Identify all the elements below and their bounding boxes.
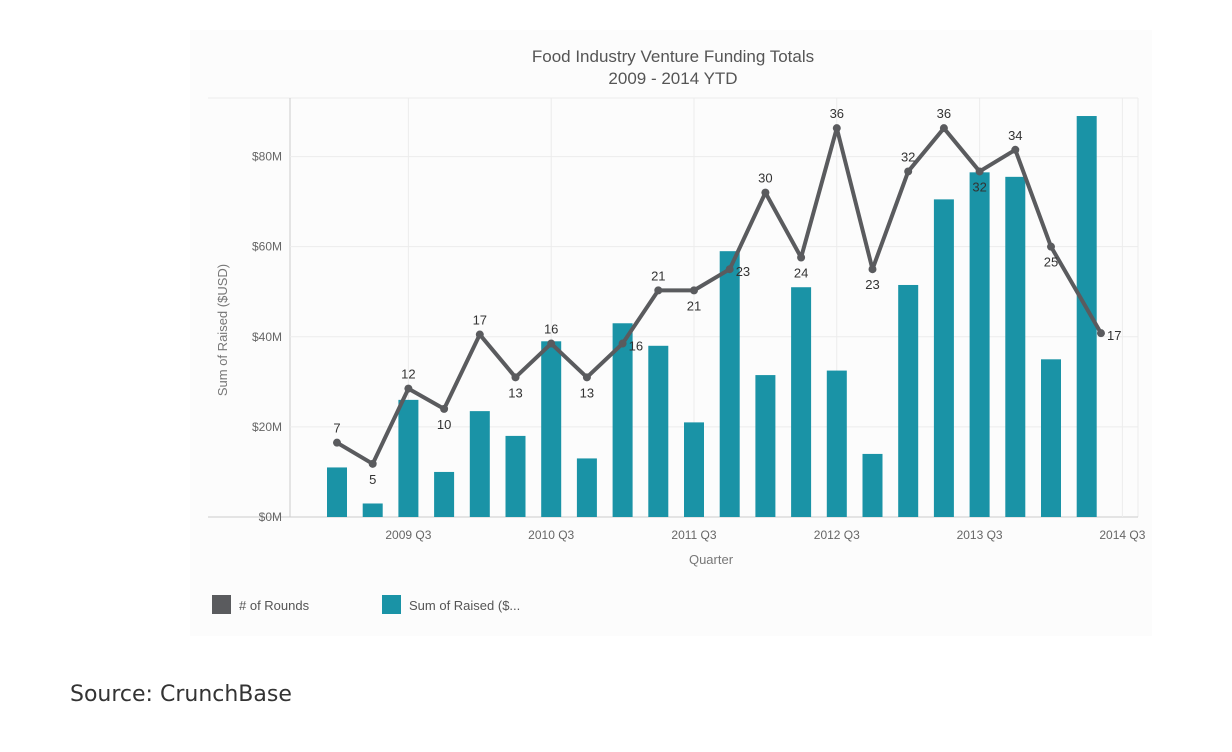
x-tick-label: 2013 Q3 [957,528,1003,542]
funding-bar [969,172,990,517]
chart-panel: Food Industry Venture Funding Totals 200… [190,30,1152,636]
legend-swatch [212,595,231,614]
y-axis-title: Sum of Raised ($USD) [215,264,230,396]
x-tick-label: 2010 Q3 [528,528,574,542]
funding-bar [612,323,633,517]
funding-bar [1005,176,1026,517]
chart-title: Food Industry Venture Funding Totals [532,47,814,66]
source-caption: Source: CrunchBase [70,682,292,707]
funding-bar [327,467,347,517]
rounds-point [654,286,663,295]
rounds-point [440,404,449,413]
funding-bar [648,345,669,517]
rounds-point [1096,329,1105,338]
funding-bar [434,471,455,517]
rounds-data-label: 34 [1008,128,1022,143]
rounds-point [1047,242,1055,251]
rounds-point [832,124,841,133]
rounds-data-label: 7 [333,421,340,436]
legend-label: # of Rounds [239,598,310,613]
rounds-point [725,265,734,274]
funding-bar [933,199,954,517]
rounds-data-label: 24 [794,265,808,280]
funding-bar [362,503,383,517]
funding-bar [505,435,526,517]
rounds-point [797,253,806,262]
rounds-point [618,339,627,348]
funding-bar [469,411,490,517]
legend-swatch [382,595,401,614]
x-tick-label: 2011 Q3 [671,528,716,542]
funding-bar [719,251,740,517]
funding-bar [684,422,704,517]
funding-bar [862,453,883,517]
rounds-data-label: 36 [937,106,951,121]
rounds-point [939,124,948,133]
rounds-point [904,167,913,176]
funding-bar [1076,116,1097,517]
rounds-line [335,126,1103,466]
rounds-point [690,286,698,295]
x-tick-label: 2012 Q3 [814,528,860,542]
y-tick-label: $0M [259,510,282,524]
rounds-data-label: 30 [758,171,772,186]
x-tick-label: 2009 Q3 [385,528,431,542]
rounds-data-label: 16 [544,322,558,337]
funding-bar [898,284,919,517]
data-labels: 7 5 12 10 17 13 16 13 16 21 21 23 30 24 36 23 32 36 32 34 25… [333,106,1121,487]
y-tick-label: $80M [252,150,282,164]
rounds-point [1011,145,1020,154]
y-tick-label: $60M [252,240,282,254]
rounds-data-label: 12 [401,367,415,382]
chart-subtitle: 2009 - 2014 YTD [608,69,737,88]
funding-bar [755,375,776,517]
rounds-point [547,339,556,348]
rounds-data-label: 16 [629,339,643,354]
funding-bar [826,370,847,517]
legend-label: Sum of Raised ($... [409,598,520,613]
rounds-data-label: 21 [687,298,701,313]
legend: # of Rounds Sum of Raised ($... [212,595,520,614]
rounds-data-label: 23 [865,277,879,292]
rounds-data-label: 5 [369,472,376,487]
rounds-data-label: 13 [508,385,522,400]
rounds-data-label: 21 [651,268,665,283]
bar-series [327,116,1097,517]
rounds-data-label: 32 [972,179,986,194]
rounds-point [511,373,520,382]
rounds-point [404,384,413,393]
funding-bar [398,399,419,517]
funding-bar [576,458,597,517]
rounds-data-label: 10 [437,417,451,432]
funding-chart: Food Industry Venture Funding Totals 200… [208,47,1146,614]
y-axis: $0M $20M $40M $60M $80M [252,150,282,524]
rounds-point [582,373,591,382]
line-series [333,124,1105,468]
x-axis-title: Quarter [689,552,734,567]
rounds-data-label: 36 [830,106,844,121]
rounds-point [868,265,877,274]
rounds-data-label: 17 [473,313,487,328]
y-tick-label: $20M [252,420,282,434]
rounds-point [975,167,984,176]
rounds-data-label: 32 [901,149,915,164]
funding-bar [541,341,562,517]
rounds-data-label: 13 [580,385,594,400]
x-tick-label: 2014 Q3 [1099,528,1145,542]
rounds-point [475,330,484,339]
funding-bar [791,287,812,517]
x-axis: 2009 Q3 2010 Q3 2011 Q3 2012 Q3 2013 Q3 2014 … [385,528,1145,542]
rounds-point [333,438,341,447]
rounds-data-label: 23 [736,264,750,279]
rounds-point [368,459,377,468]
rounds-data-label: 17 [1107,328,1121,343]
rounds-point [761,188,770,197]
y-tick-label: $40M [252,330,282,344]
rounds-data-label: 25 [1044,255,1058,270]
funding-bar [1041,359,1061,517]
